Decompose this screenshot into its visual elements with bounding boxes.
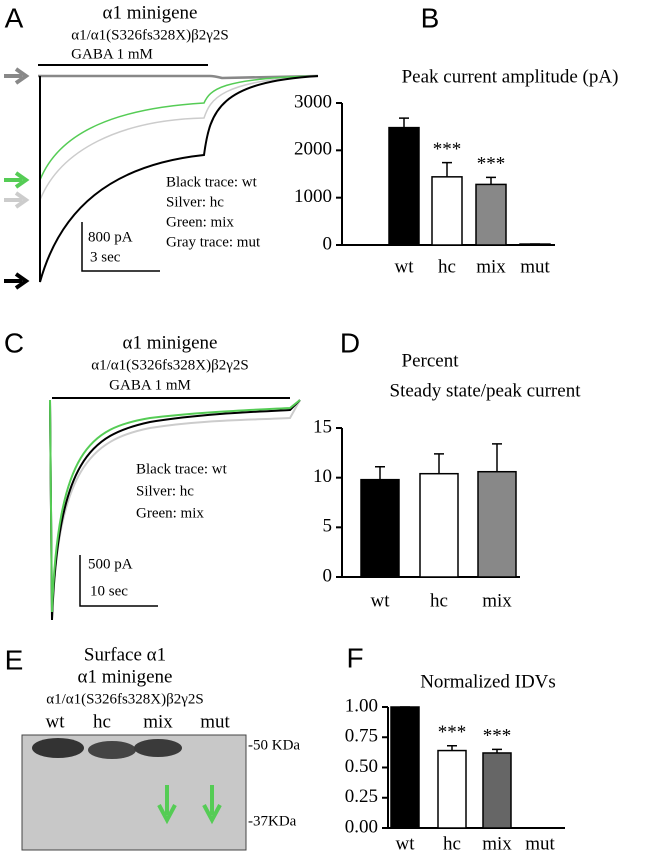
traces bbox=[49, 399, 301, 621]
title: α1 minigene bbox=[123, 332, 218, 353]
error-bar bbox=[492, 748, 502, 753]
chart-title: Peak current amplitude (pA) bbox=[402, 66, 619, 87]
scale-label: 800 pA bbox=[88, 229, 133, 245]
legend: Black trace: wt bbox=[136, 461, 228, 477]
x-tick-label: mix bbox=[476, 256, 506, 277]
bar bbox=[477, 470, 517, 578]
error-bar bbox=[442, 161, 452, 177]
error-bar bbox=[434, 453, 444, 474]
scale-label: 500 pA bbox=[88, 556, 133, 572]
x-tick-label: wt bbox=[371, 590, 391, 611]
significance: *** bbox=[483, 726, 512, 747]
legend: Green: mix bbox=[166, 214, 234, 230]
x-tick-label: wt bbox=[395, 256, 415, 277]
x-tick-label: mut bbox=[525, 833, 555, 852]
title: α1 minigene bbox=[103, 2, 198, 23]
subtitle: α1/α1(S326fs328X)β2γ2S bbox=[91, 357, 249, 373]
lane-label: mut bbox=[200, 711, 230, 732]
x-tick-label: hc bbox=[443, 833, 461, 852]
x-tick-label: hc bbox=[430, 590, 448, 611]
error-bar bbox=[447, 744, 457, 751]
significance: *** bbox=[438, 722, 467, 743]
bar bbox=[431, 176, 463, 246]
x-tick-label: hc bbox=[438, 256, 456, 277]
marker-label: -50 KDa bbox=[248, 737, 300, 753]
y-tick-label: 0.00 bbox=[345, 816, 378, 837]
chart-title: Steady state/peak current bbox=[390, 380, 582, 401]
legend: Gray trace: mut bbox=[166, 234, 261, 250]
bar bbox=[419, 472, 459, 578]
panel-label: F bbox=[346, 642, 363, 673]
subtitle: α1/α1(S326fs328X)β2γ2S bbox=[71, 27, 229, 43]
bar bbox=[388, 126, 420, 246]
scale-bar bbox=[79, 555, 158, 607]
chart-title: Percent bbox=[402, 350, 460, 371]
panel-label: E bbox=[5, 644, 24, 675]
y-tick-label: 10 bbox=[313, 466, 332, 487]
subtitle: α1/α1(S326fs328X)β2γ2S bbox=[46, 691, 204, 707]
y-tick-label: 3000 bbox=[294, 91, 332, 112]
y-tick-label: 0 bbox=[323, 233, 333, 254]
legend: Silver: hc bbox=[166, 194, 224, 210]
y-tick-label: 1000 bbox=[294, 186, 332, 207]
arrows bbox=[4, 67, 30, 290]
error-bar bbox=[486, 176, 496, 185]
significance: *** bbox=[477, 154, 506, 175]
panel-label: B bbox=[421, 2, 440, 33]
panel-label: C bbox=[4, 327, 24, 358]
panel-label: A bbox=[5, 2, 24, 33]
lane-label: hc bbox=[93, 711, 111, 732]
legend: Black trace: wt bbox=[166, 174, 258, 190]
error-bar bbox=[492, 443, 502, 472]
bar bbox=[482, 752, 512, 829]
stimulus: GABA 1 mM bbox=[71, 46, 153, 62]
title: α1 minigene bbox=[78, 666, 173, 687]
y-tick-label: 5 bbox=[323, 516, 333, 537]
x-tick-label: mix bbox=[482, 590, 512, 611]
lane-label: wt bbox=[46, 711, 66, 732]
y-tick-label: 0.50 bbox=[345, 756, 378, 777]
chart-title: Normalized IDVs bbox=[420, 671, 556, 692]
stimulus: GABA 1 mM bbox=[109, 377, 191, 393]
bar bbox=[390, 706, 420, 829]
x-tick-label: wt bbox=[396, 833, 416, 852]
bar bbox=[360, 478, 400, 578]
marker-label: -37KDa bbox=[248, 813, 297, 829]
x-tick-label: mix bbox=[482, 833, 512, 852]
scale-bar bbox=[81, 222, 160, 272]
y-tick-label: 1.00 bbox=[345, 695, 378, 716]
scale-label: 3 sec bbox=[90, 249, 121, 265]
y-tick-label: 0.25 bbox=[345, 786, 378, 807]
bar bbox=[437, 749, 467, 829]
significance: *** bbox=[433, 139, 462, 160]
panel-label: D bbox=[340, 327, 360, 358]
bar bbox=[475, 183, 507, 246]
x-tick-label: mut bbox=[520, 256, 550, 277]
error-bar bbox=[375, 465, 385, 480]
y-tick-label: 2000 bbox=[294, 139, 332, 160]
legend: Silver: hc bbox=[136, 483, 194, 499]
blot bbox=[21, 734, 247, 851]
scale-label: 10 sec bbox=[90, 583, 128, 599]
lane-label: mix bbox=[143, 711, 173, 732]
error-bar bbox=[399, 117, 409, 128]
y-tick-label: 0.75 bbox=[345, 726, 378, 747]
traces bbox=[38, 74, 319, 283]
y-tick-label: 15 bbox=[313, 416, 332, 437]
y-tick-label: 0 bbox=[323, 565, 333, 586]
title: Surface α1 bbox=[84, 644, 166, 665]
legend: Green: mix bbox=[136, 505, 204, 521]
